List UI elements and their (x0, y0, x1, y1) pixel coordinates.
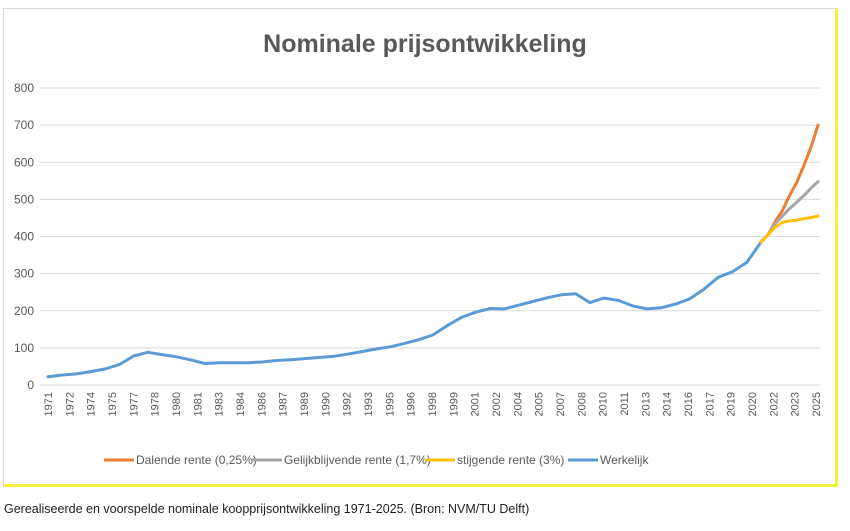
legend-label: stijgende rente (3%) (457, 453, 564, 467)
x-tick-label: 2002 (491, 392, 503, 416)
gridlines (40, 87, 820, 386)
x-tick-label: 1990 (320, 392, 332, 416)
chart-title: Nominale prijsontwikkeling (263, 30, 587, 58)
x-tick-label: 1981 (192, 392, 204, 416)
x-tick-label: 2014 (662, 392, 674, 416)
x-tick-label: 1998 (427, 392, 439, 416)
x-tick-label: 2019 (726, 392, 738, 416)
x-axis-ticks: 1971 1972 1974 1975 1977 1978 1980 1981 1983 1984… (43, 392, 823, 416)
x-tick-label: 2013 (640, 392, 652, 416)
series-line-stijgende-rente-3 (759, 214, 820, 244)
x-tick-label: 1993 (363, 392, 375, 416)
series-line-dalende-rente-0-25 (759, 123, 820, 244)
x-tick-label: 1972 (64, 392, 76, 416)
y-tick-label: 0 (27, 378, 34, 392)
x-tick-label: 2011 (619, 392, 631, 416)
x-tick-label: 1978 (150, 392, 162, 416)
x-tick-label: 1995 (384, 392, 396, 416)
series-line-werkelijk (46, 240, 763, 379)
x-tick-label: 2005 (534, 392, 546, 416)
x-tick-label: 1975 (107, 392, 119, 416)
x-tick-label: 1989 (299, 392, 311, 416)
x-tick-label: 1986 (256, 392, 268, 416)
x-tick-label: 2023 (790, 392, 802, 416)
x-tick-label: 1977 (128, 392, 140, 416)
figure-caption: Gerealiseerde en voorspelde nominale koo… (4, 502, 530, 516)
legend: Dalende rente (0,25%) Gelijkblijvende ren… (104, 453, 649, 467)
x-tick-label: 2022 (768, 392, 780, 416)
x-tick-label: 1996 (406, 392, 418, 416)
x-tick-label: 2016 (683, 392, 695, 416)
y-tick-label: 600 (14, 155, 34, 169)
legend-label: Dalende rente (0,25%) (136, 453, 257, 467)
x-tick-label: 2008 (576, 392, 588, 416)
legend-label: Gelijkblijvende rente (1,7%) (284, 453, 431, 467)
y-tick-label: 400 (14, 230, 34, 244)
y-tick-label: 200 (14, 304, 34, 318)
x-tick-label: 2001 (470, 392, 482, 416)
y-axis-ticks: 0 100 200 300 400 500 600 700 800 (14, 81, 34, 392)
x-tick-label: 2010 (598, 392, 610, 416)
x-tick-label: 1984 (235, 392, 247, 416)
x-tick-label: 2020 (747, 392, 759, 416)
series-lines (46, 123, 820, 379)
x-tick-label: 2017 (704, 392, 716, 416)
y-tick-label: 300 (14, 267, 34, 281)
x-tick-label: 2007 (555, 392, 567, 416)
x-tick-label: 1983 (214, 392, 226, 416)
x-tick-label: 1980 (171, 392, 183, 416)
y-tick-label: 100 (14, 341, 34, 355)
y-tick-label: 700 (14, 118, 34, 132)
x-tick-label: 1974 (86, 392, 98, 416)
y-tick-label: 800 (14, 81, 34, 95)
x-tick-label: 1971 (43, 392, 55, 416)
y-tick-label: 500 (14, 192, 34, 206)
x-tick-label: 1992 (342, 392, 354, 416)
legend-label: Werkelijk (600, 453, 649, 467)
x-tick-label: 2025 (811, 392, 823, 416)
chart: Nominale prijsontwikkeling 0 100 200 300 400… (14, 30, 823, 467)
x-tick-label: 1987 (278, 392, 290, 416)
x-tick-label: 2004 (512, 392, 524, 416)
x-tick-label: 1999 (448, 392, 460, 416)
